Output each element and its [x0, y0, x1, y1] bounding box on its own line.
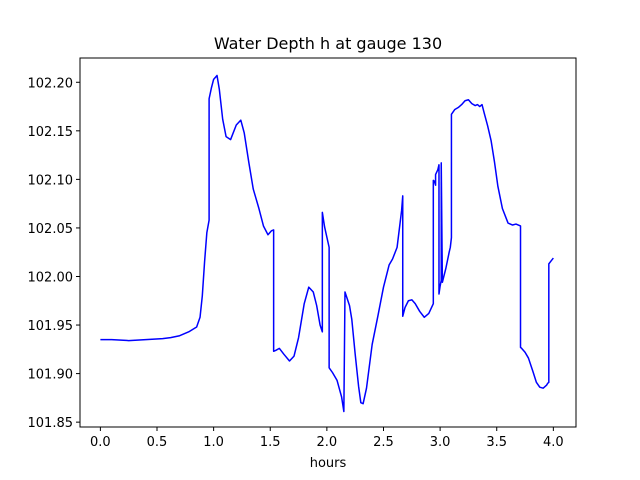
y-tick-label: 102.10 — [28, 173, 74, 188]
x-tick-label: 4.0 — [543, 435, 564, 450]
x-tick-label: 2.5 — [373, 435, 394, 450]
x-axis-label: hours — [310, 456, 347, 471]
y-tick-label: 102.00 — [28, 270, 74, 285]
x-axis: 0.0 0.5 1.0 1.5 2.0 2.5 3.0 3.5 4.0 — [90, 427, 564, 450]
y-tick-label: 102.15 — [28, 125, 74, 140]
chart-title: Water Depth h at gauge 130 — [214, 34, 442, 53]
x-tick-label: 1.0 — [203, 435, 224, 450]
x-tick-label: 2.0 — [317, 435, 338, 450]
y-tick-label: 101.85 — [28, 416, 74, 431]
x-tick-label: 3.5 — [486, 435, 507, 450]
x-tick-label: 3.0 — [430, 435, 451, 450]
y-tick-label: 102.05 — [28, 222, 74, 237]
axes-frame — [79, 57, 577, 428]
y-tick-label: 102.20 — [28, 76, 74, 91]
x-tick-label: 0.5 — [147, 435, 168, 450]
series-line-0 — [100, 74, 554, 413]
y-tick-label: 101.95 — [28, 319, 74, 334]
plot-area — [100, 74, 554, 413]
y-tick-label: 101.90 — [28, 368, 74, 383]
y-axis: 101.85 101.90 101.95 102.00 102.05 102.10 102.… — [28, 76, 80, 431]
x-tick-label: 0.0 — [90, 435, 111, 450]
x-tick-label: 1.5 — [260, 435, 281, 450]
